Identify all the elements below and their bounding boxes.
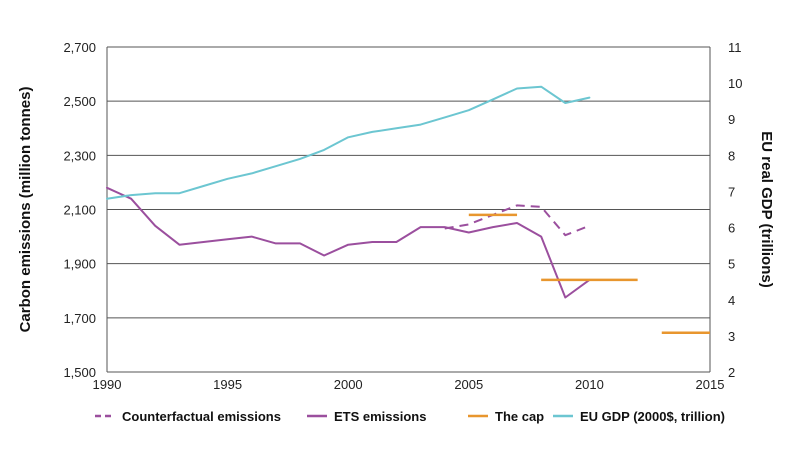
left-axis-title: Carbon emissions (million tonnes): [17, 87, 34, 333]
legend-label-the-cap: The cap: [495, 409, 544, 424]
right-tick-label-5: 5: [728, 257, 735, 272]
right-tick-label-10: 10: [728, 76, 742, 91]
x-tick-label-1995: 1995: [213, 377, 242, 392]
right-tick-label-2: 2: [728, 365, 735, 380]
right-tick-label-8: 8: [728, 148, 735, 163]
x-tick-label-2010: 2010: [575, 377, 604, 392]
right-tick-label-3: 3: [728, 329, 735, 344]
left-tick-label-2300: 2,300: [63, 148, 96, 163]
right-tick-label-7: 7: [728, 184, 735, 199]
left-tick-label-1500: 1,500: [63, 365, 96, 380]
grid-layer: [107, 46, 710, 373]
left-tick-label-2700: 2,700: [63, 40, 96, 55]
eu-gdp-2000-trillion-line: [106, 85, 591, 200]
x-tick-label-1990: 1990: [93, 377, 122, 392]
legend-label-eu-gdp-2000-trillion: EU GDP (2000$, trillion): [580, 409, 725, 424]
right-tick-label-6: 6: [728, 221, 735, 236]
left-tick-label-2500: 2,500: [63, 94, 96, 109]
axis-layer: 1,500 1,700 1,900 2,100 2,300 2,500 2,700 2 3 4 5 6…: [17, 40, 775, 392]
left-tick-label-1900: 1,900: [63, 257, 96, 272]
x-tick-label-2015: 2015: [696, 377, 725, 392]
x-tick-label-2005: 2005: [454, 377, 483, 392]
legend-label-counterfactual-emissions: Counterfactual emissions: [122, 409, 281, 424]
series-layer: [106, 85, 710, 334]
right-tick-label-4: 4: [728, 293, 735, 308]
right-axis-title: EU real GDP (trillions): [758, 131, 775, 287]
left-tick-label-1700: 1,700: [63, 311, 96, 326]
right-tick-label-9: 9: [728, 112, 735, 127]
x-tick-label-2000: 2000: [334, 377, 363, 392]
left-tick-label-2100: 2,100: [63, 203, 96, 218]
legend-layer: Counterfactual emissions ETS emissions The…: [95, 409, 725, 424]
counterfactual-emissions-line: [444, 204, 590, 237]
ets-emissions-line: [106, 186, 591, 299]
legend-label-ets-emissions: ETS emissions: [334, 409, 426, 424]
right-tick-label-11: 11: [728, 40, 742, 55]
